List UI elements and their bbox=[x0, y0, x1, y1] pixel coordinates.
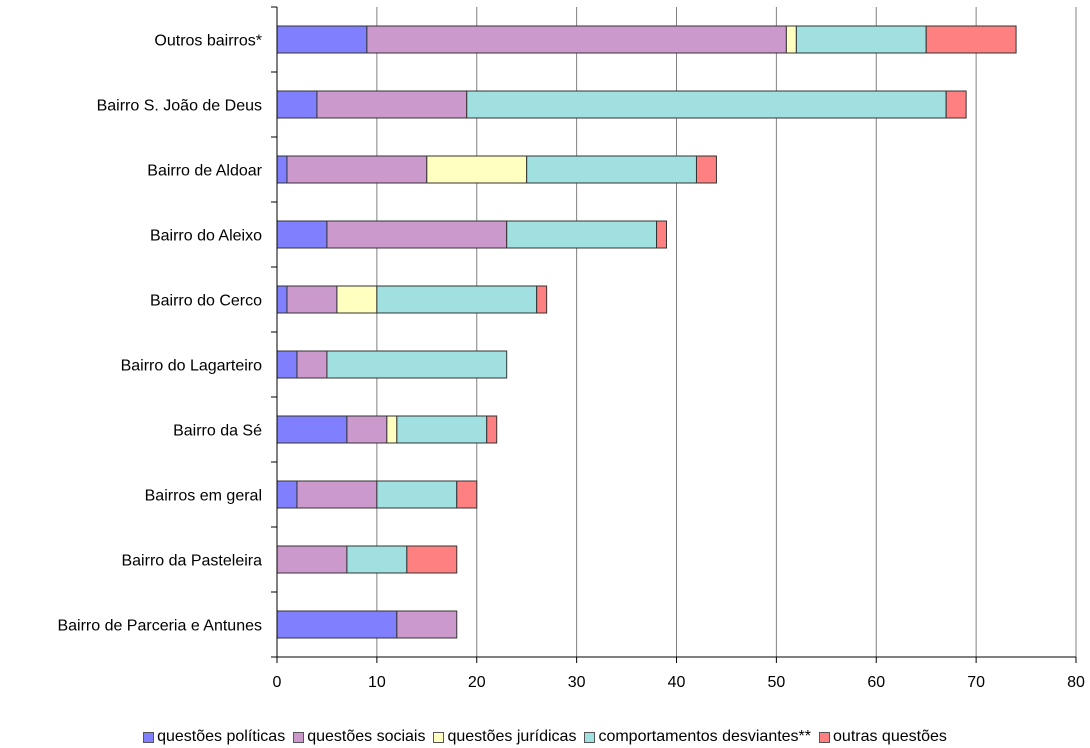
bar-3-series-3 bbox=[506, 220, 658, 249]
legend-swatch-3 bbox=[584, 731, 596, 743]
bar-6-series-2 bbox=[386, 415, 398, 444]
category-label-1: Bairro S. João de Deus bbox=[97, 98, 262, 115]
bar-2-series-3 bbox=[526, 155, 697, 184]
legend-swatch-4 bbox=[819, 731, 831, 743]
bar-5-series-1 bbox=[296, 350, 328, 379]
bar-7-series-0 bbox=[276, 480, 298, 509]
bar-3-series-4 bbox=[656, 220, 668, 249]
category-label-0: Outros bairros* bbox=[154, 33, 262, 50]
category-label-9: Bairro de Parceria e Antunes bbox=[57, 618, 262, 635]
bar-4-series-1 bbox=[286, 285, 338, 314]
x-tick-label-5: 50 bbox=[767, 674, 785, 691]
bar-9-series-1 bbox=[396, 610, 458, 639]
bars-layer bbox=[276, 25, 1017, 639]
bar-2-series-1 bbox=[286, 155, 428, 184]
legend-label-0: questões políticas bbox=[157, 728, 286, 745]
legend-swatch-2 bbox=[433, 731, 445, 743]
x-tick-label-7: 70 bbox=[967, 674, 985, 691]
x-tick-label-2: 20 bbox=[468, 674, 486, 691]
bar-1-series-4 bbox=[945, 90, 967, 119]
legend-item-0: questões políticas bbox=[143, 728, 285, 746]
category-label-6: Bairro da Sé bbox=[173, 423, 262, 440]
category-label-3: Bairro do Aleixo bbox=[150, 228, 262, 245]
bar-6-series-4 bbox=[486, 415, 498, 444]
legend-swatch-1 bbox=[293, 731, 305, 743]
bar-5-series-0 bbox=[276, 350, 298, 379]
legend-label-4: outras questões bbox=[833, 728, 947, 745]
bar-0-series-2 bbox=[785, 25, 797, 54]
legend-swatch-0 bbox=[143, 731, 155, 743]
category-label-8: Bairro da Pasteleira bbox=[121, 553, 262, 570]
legend-item-2: questões jurídicas bbox=[433, 728, 576, 746]
bar-0-series-4 bbox=[925, 25, 1017, 54]
bar-2-series-2 bbox=[426, 155, 528, 184]
x-tick-label-4: 40 bbox=[668, 674, 686, 691]
x-tick-label-8: 80 bbox=[1067, 674, 1085, 691]
bar-7-series-1 bbox=[296, 480, 378, 509]
chart-svg: 0 10 20 30 40 50 60 70 80 Outros bairros* Bairro S… bbox=[57, 6, 1085, 692]
x-tick-label-3: 30 bbox=[568, 674, 586, 691]
bar-1-series-0 bbox=[276, 90, 318, 119]
bar-0-series-0 bbox=[276, 25, 368, 54]
bar-6-series-3 bbox=[396, 415, 488, 444]
bar-0-series-3 bbox=[795, 25, 927, 54]
bar-2-series-0 bbox=[276, 155, 288, 184]
bar-4-series-3 bbox=[376, 285, 538, 314]
bar-7-series-3 bbox=[376, 480, 458, 509]
bar-8-series-3 bbox=[346, 545, 408, 574]
legend-label-2: questões jurídicas bbox=[447, 728, 577, 745]
bar-1-series-1 bbox=[316, 90, 468, 119]
bar-5-series-3 bbox=[326, 350, 508, 379]
category-label-5: Bairro do Lagarteiro bbox=[121, 358, 263, 375]
x-tick-label-6: 60 bbox=[867, 674, 885, 691]
category-label-4: Bairro do Cerco bbox=[150, 293, 262, 310]
bar-4-series-2 bbox=[336, 285, 378, 314]
bar-4-series-0 bbox=[276, 285, 288, 314]
bar-1-series-3 bbox=[466, 90, 947, 119]
bar-9-series-0 bbox=[276, 610, 398, 639]
x-tick-label-0: 0 bbox=[273, 674, 282, 691]
bar-2-series-4 bbox=[695, 155, 717, 184]
bar-6-series-1 bbox=[346, 415, 388, 444]
legend-item-4: outras questões bbox=[819, 728, 947, 746]
bar-8-series-4 bbox=[406, 545, 458, 574]
legend: questões políticas questões sociais questõ… bbox=[0, 727, 1090, 747]
axis-layer bbox=[271, 6, 1077, 663]
legend-label-1: questões sociais bbox=[307, 728, 426, 745]
bar-6-series-0 bbox=[276, 415, 348, 444]
bar-8-series-1 bbox=[276, 545, 348, 574]
legend-label-3: comportamentos desviantes** bbox=[598, 728, 812, 745]
bar-3-series-0 bbox=[276, 220, 328, 249]
category-label-7: Bairros em geral bbox=[145, 488, 262, 505]
legend-item-1: questões sociais bbox=[293, 728, 425, 746]
category-label-2: Bairro de Aldoar bbox=[147, 163, 262, 180]
bar-3-series-1 bbox=[326, 220, 508, 249]
x-tick-label-1: 10 bbox=[368, 674, 386, 691]
labels-layer: 0 10 20 30 40 50 60 70 80 Outros bairros* Bairro S… bbox=[57, 33, 1085, 692]
bar-4-series-4 bbox=[536, 285, 548, 314]
legend-item-3: comportamentos desviantes** bbox=[584, 728, 811, 746]
bar-7-series-4 bbox=[456, 480, 478, 509]
bar-0-series-1 bbox=[366, 25, 787, 54]
